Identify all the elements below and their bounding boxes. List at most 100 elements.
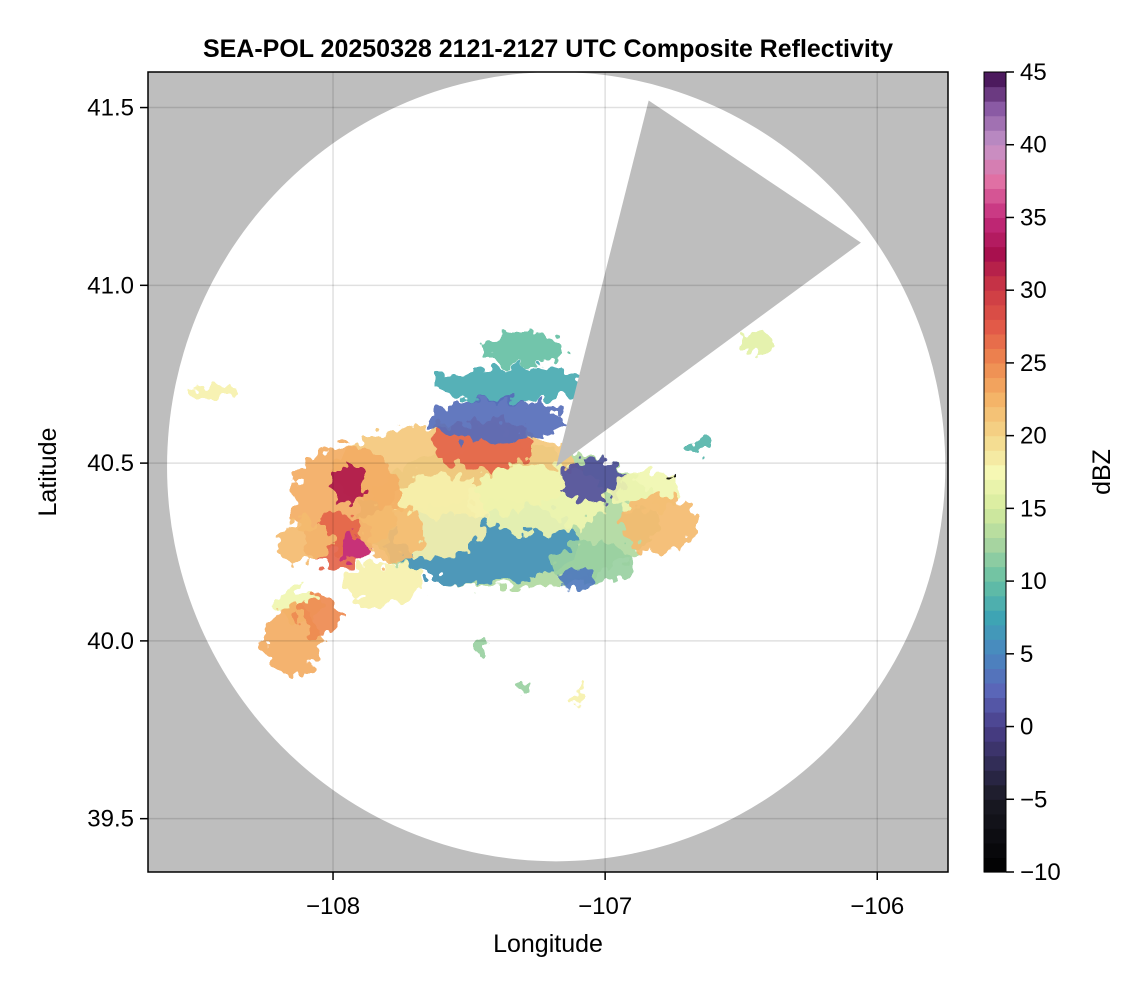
colorbar-bin bbox=[984, 537, 1006, 553]
echo-region-18 bbox=[428, 399, 565, 442]
colorbar-bin bbox=[984, 377, 1006, 393]
colorbar-bin bbox=[984, 668, 1006, 684]
y-tick-label: 41.0 bbox=[87, 272, 134, 299]
colorbar-bin bbox=[984, 682, 1006, 699]
colorbar-tick-label: 30 bbox=[1020, 277, 1047, 304]
colorbar-tick-label: 15 bbox=[1020, 495, 1047, 522]
reflectivity-echoes bbox=[186, 331, 772, 705]
colorbar-bin bbox=[984, 173, 1006, 189]
colorbar-bin bbox=[984, 319, 1006, 335]
colorbar-tick-label: 35 bbox=[1020, 204, 1047, 231]
x-tick-label: −108 bbox=[306, 893, 360, 920]
colorbar-tick-label: −5 bbox=[1020, 786, 1047, 813]
plot-area bbox=[148, 72, 948, 872]
colorbar-bin bbox=[984, 813, 1006, 829]
colorbar-bin bbox=[984, 697, 1006, 713]
colorbar-bin bbox=[984, 464, 1006, 480]
echo-region-29 bbox=[518, 681, 529, 693]
y-tick-label: 41.5 bbox=[87, 95, 134, 122]
colorbar-bin bbox=[984, 624, 1006, 640]
y-axis-label: Latitude bbox=[34, 428, 62, 517]
y-tick-label: 39.5 bbox=[87, 806, 134, 833]
colorbar-tick-label: −10 bbox=[1020, 859, 1061, 886]
blocked-sector bbox=[556, 100, 861, 467]
echo-region-24 bbox=[186, 384, 241, 400]
chart-title: SEA-POL 20250328 2121-2127 UTC Composite… bbox=[203, 35, 893, 63]
colorbar-bin bbox=[984, 828, 1006, 844]
colorbar-bin bbox=[984, 552, 1006, 568]
colorbar-bin bbox=[984, 581, 1006, 597]
y-tick-label: 40.0 bbox=[87, 628, 134, 655]
colorbar-tick-label: 25 bbox=[1020, 350, 1047, 377]
colorbar: −10 −5 0 5 10 15 20 25 30 35 40 45 bbox=[983, 59, 1061, 886]
echo-region-27 bbox=[471, 637, 489, 652]
colorbar-bin bbox=[984, 348, 1006, 364]
colorbar-bin bbox=[984, 290, 1006, 306]
colorbar-bin bbox=[984, 232, 1006, 248]
colorbar-bin bbox=[984, 202, 1006, 219]
colorbar-bin bbox=[984, 159, 1006, 175]
colorbar-bin bbox=[984, 72, 1006, 88]
colorbar-bin bbox=[984, 741, 1006, 757]
colorbar-label: dBZ bbox=[1088, 449, 1116, 495]
colorbar-bin bbox=[984, 261, 1006, 277]
colorbar-tick-label: 20 bbox=[1020, 423, 1047, 450]
colorbar-bin bbox=[984, 755, 1006, 771]
colorbar-bin bbox=[984, 610, 1006, 626]
echo-region-28 bbox=[569, 690, 587, 705]
echo-region-12 bbox=[341, 562, 423, 606]
colorbar-bin bbox=[984, 217, 1006, 233]
colorbar-bin bbox=[984, 392, 1006, 408]
colorbar-bin bbox=[984, 435, 1006, 451]
echo-region-26 bbox=[689, 438, 712, 453]
colorbar-bin bbox=[984, 493, 1006, 509]
x-tick-label: −106 bbox=[850, 893, 904, 920]
colorbar-bin bbox=[984, 362, 1006, 379]
colorbar-bin bbox=[984, 857, 1006, 873]
colorbar-bin bbox=[984, 101, 1006, 117]
colorbar-bin bbox=[984, 712, 1006, 728]
colorbar-bin bbox=[984, 188, 1006, 204]
plot-frame bbox=[147, 71, 949, 873]
echo-region-23 bbox=[561, 569, 595, 592]
colorbar-tick-label: 5 bbox=[1020, 641, 1033, 668]
colorbar-tick-label: 0 bbox=[1020, 714, 1033, 741]
colorbar-bin bbox=[984, 86, 1006, 102]
colorbar-bin bbox=[984, 595, 1006, 611]
x-tick-label: −107 bbox=[578, 893, 632, 920]
echo-region-19 bbox=[558, 459, 625, 503]
echo-region-11 bbox=[360, 505, 426, 563]
echo-region-21 bbox=[621, 495, 698, 552]
colorbar-bin bbox=[984, 246, 1006, 262]
colorbar-bin bbox=[984, 333, 1006, 349]
colorbar-tick-label: 40 bbox=[1020, 132, 1047, 159]
colorbar-bin bbox=[984, 770, 1006, 786]
colorbar-bin bbox=[984, 639, 1006, 655]
colorbar-tick-label: 10 bbox=[1020, 568, 1047, 595]
colorbar-bin bbox=[984, 842, 1006, 859]
colorbar-bin bbox=[984, 508, 1006, 524]
colorbar-bin bbox=[984, 653, 1006, 669]
colorbar-bin bbox=[984, 784, 1006, 800]
echo-region-7 bbox=[330, 466, 363, 503]
echo-region-15 bbox=[300, 594, 339, 638]
colorbar-bin bbox=[984, 479, 1006, 495]
colorbar-bin bbox=[984, 304, 1006, 320]
colorbar-bin bbox=[984, 799, 1006, 815]
colorbar-bin bbox=[984, 566, 1006, 582]
colorbar-bin bbox=[984, 522, 1006, 539]
colorbar-bin bbox=[984, 421, 1006, 437]
echo-region-30 bbox=[667, 473, 674, 481]
echo-region-10 bbox=[278, 520, 334, 563]
colorbar-bin bbox=[984, 115, 1006, 131]
echo-region-17 bbox=[482, 331, 565, 368]
echo-region-25 bbox=[738, 331, 772, 353]
x-axis-label: Longitude bbox=[493, 930, 603, 958]
colorbar-frame bbox=[983, 71, 1007, 873]
colorbar-bin bbox=[984, 450, 1006, 466]
colorbar-bin bbox=[984, 144, 1006, 160]
colorbar-bin bbox=[984, 275, 1006, 291]
colorbar-bin bbox=[984, 406, 1006, 422]
